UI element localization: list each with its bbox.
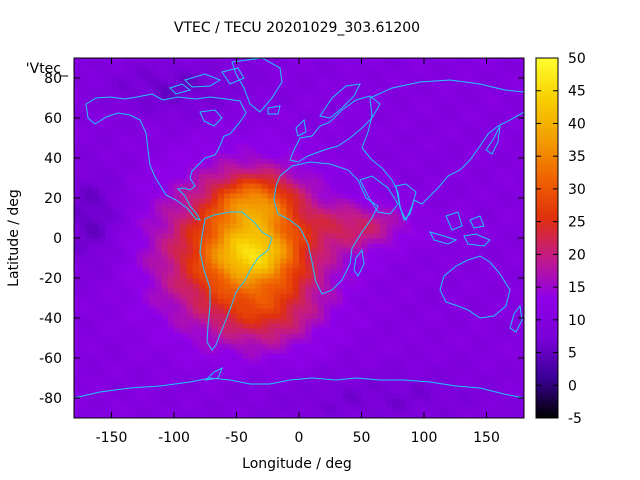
x-tick-label: -50 xyxy=(225,430,248,446)
x-axis-label: Longitude / deg xyxy=(242,456,352,472)
coast-antarctica xyxy=(74,377,524,418)
coast-arabia xyxy=(359,175,399,215)
y-axis-label: Latitude / deg xyxy=(6,189,22,287)
y-tick-label: -40 xyxy=(39,311,62,327)
y-tick-label: 20 xyxy=(44,191,62,207)
coast-africa xyxy=(273,161,379,295)
coast-new-zealand xyxy=(509,304,523,333)
y-tick-label: 0 xyxy=(53,231,62,247)
coastlines xyxy=(74,58,524,418)
colorbar-tick-label: 50 xyxy=(568,51,586,67)
y-tick-label: 80 xyxy=(44,71,62,87)
x-axis: -150 -100 -50 0 50 100 150 xyxy=(96,58,500,446)
coast-antarctic-peninsula xyxy=(204,366,223,381)
colorbar-tick-label: 5 xyxy=(568,346,577,362)
coast-asia xyxy=(361,79,524,221)
coast-british-isles xyxy=(267,105,307,137)
colorbar-tick-label: 45 xyxy=(568,84,586,100)
coast-australia xyxy=(439,255,511,319)
colorbar-tick-label: 15 xyxy=(568,280,586,296)
coast-hudson-bay xyxy=(199,109,223,127)
y-axis: -80 -60 -40 -20 0 20 40 60 80 xyxy=(39,71,524,407)
x-tick-label: 100 xyxy=(411,430,438,446)
colorbar-tick-label: 25 xyxy=(568,215,586,231)
x-tick-label: -150 xyxy=(96,430,128,446)
colorbar-tick-label: 20 xyxy=(568,247,586,263)
coast-arctic-islands xyxy=(169,67,245,95)
coast-india xyxy=(395,183,417,222)
y-tick-label: 40 xyxy=(44,151,62,167)
colorbar-tick-label: 35 xyxy=(568,149,586,165)
y-tick-label: -60 xyxy=(39,351,62,367)
colorbar-tick-label: 0 xyxy=(568,378,577,394)
x-tick-label: 0 xyxy=(295,430,304,446)
y-tick-label: 60 xyxy=(44,111,62,127)
heatmap xyxy=(74,58,524,418)
coast-greenland xyxy=(231,58,283,113)
colorbar-tick-label: 30 xyxy=(568,182,586,198)
x-tick-label: 50 xyxy=(353,430,371,446)
chart-title: VTEC / TECU 20201029_303.61200 xyxy=(174,20,420,36)
coast-south-america xyxy=(199,211,273,351)
coast-scandinavia xyxy=(319,83,361,119)
coast-indonesia xyxy=(429,211,491,247)
series-label: 'Vtec_ xyxy=(26,61,69,77)
x-tick-label: 150 xyxy=(473,430,500,446)
colorbar-tick-label: 10 xyxy=(568,313,586,329)
coast-europe xyxy=(289,95,381,163)
x-tick-label: -100 xyxy=(158,430,190,446)
colorbar-tick-label: -5 xyxy=(568,411,582,427)
y-tick-label: -20 xyxy=(39,271,62,287)
colorbar xyxy=(535,57,559,419)
coast-japan xyxy=(485,125,501,155)
y-tick-label: -80 xyxy=(39,391,62,407)
colorbar-axis: -5 0 5 10 15 20 25 30 35 40 45 50 xyxy=(536,51,586,427)
coast-madagascar xyxy=(353,248,365,277)
colorbar-tick-label: 40 xyxy=(568,116,586,132)
coast-north-america xyxy=(85,93,247,221)
